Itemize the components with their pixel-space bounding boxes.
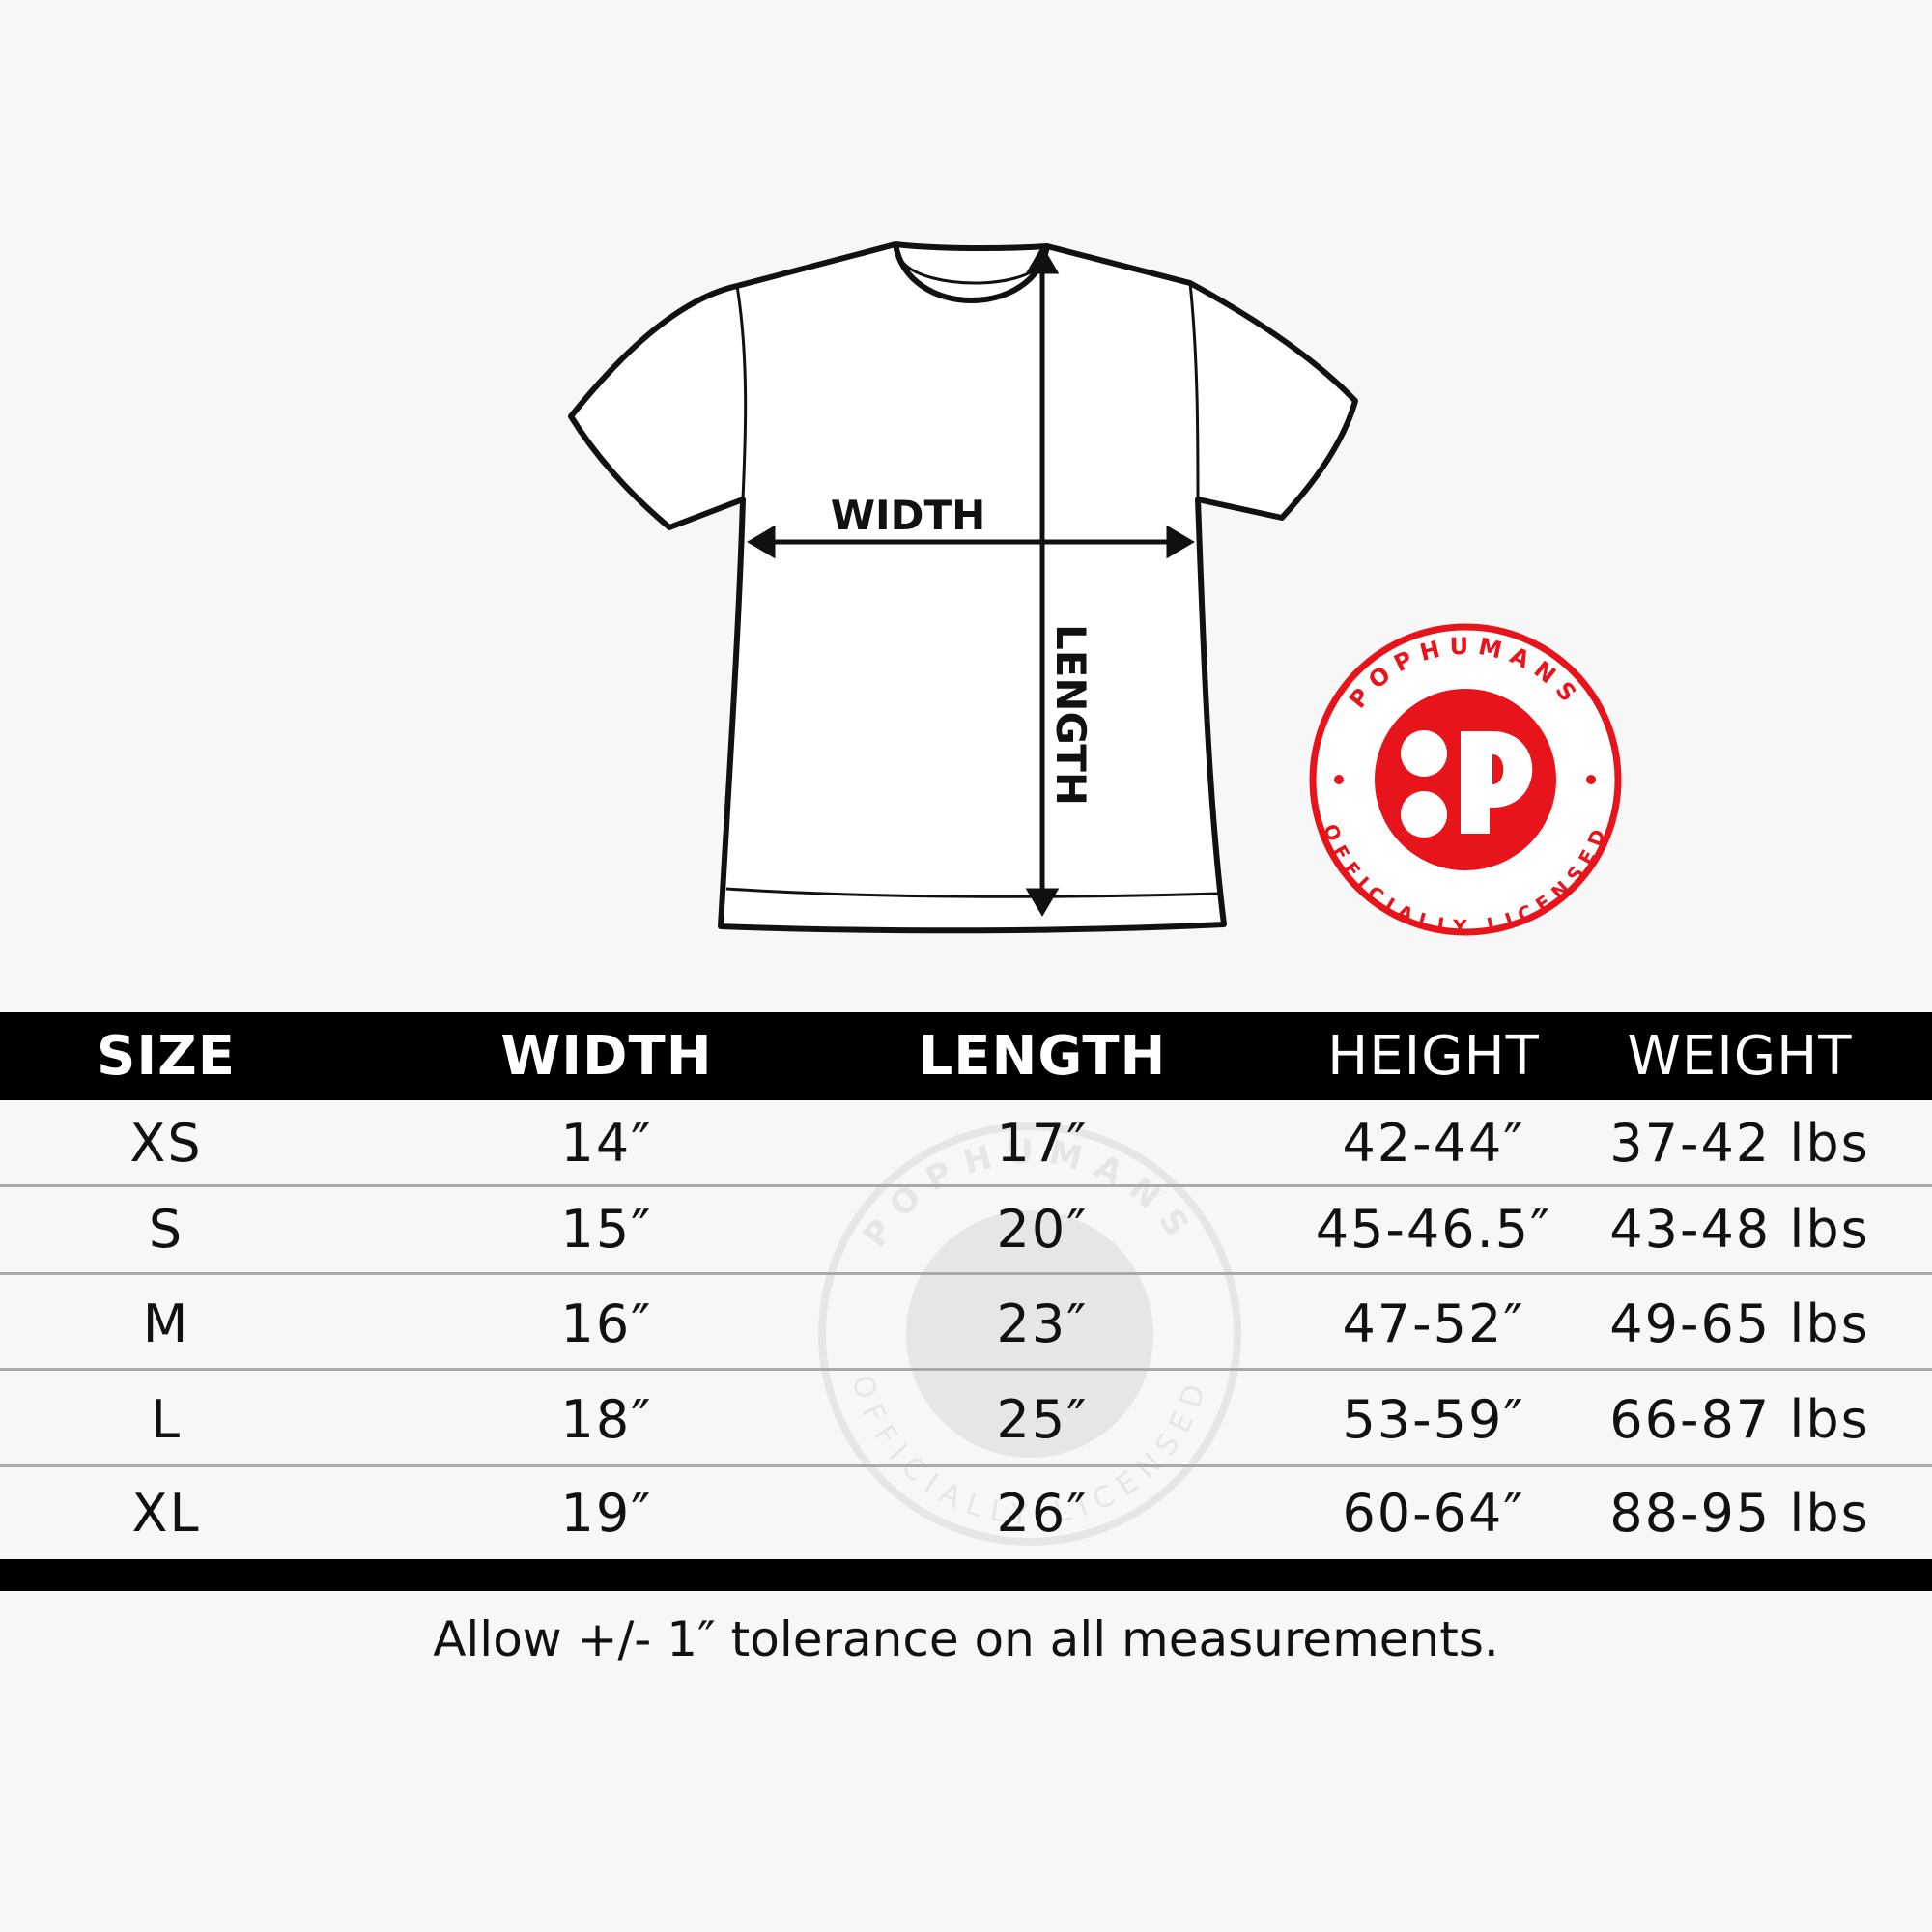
length-label: LENGTH — [1047, 624, 1094, 806]
cell-weight: 88-95 lbs — [1609, 1483, 1870, 1544]
width-arrow — [747, 525, 1195, 559]
cell-height: 60-64″ — [1342, 1483, 1525, 1544]
header-weight: WEIGHT — [1627, 1025, 1853, 1088]
cell-weight: 43-48 lbs — [1609, 1199, 1870, 1260]
cell-width: 14″ — [560, 1113, 653, 1174]
row-divider — [0, 1368, 1932, 1371]
row-divider — [0, 1464, 1932, 1467]
row-divider — [0, 1184, 1932, 1187]
header-size: SIZE — [96, 1025, 237, 1088]
cell-length: 25″ — [996, 1389, 1089, 1450]
length-arrow — [1025, 245, 1060, 917]
cell-length: 17″ — [996, 1113, 1089, 1174]
row-divider — [0, 1272, 1932, 1275]
cell-height: 47-52″ — [1342, 1293, 1525, 1354]
tshirt-outline — [568, 242, 1358, 934]
cell-length: 20″ — [996, 1199, 1089, 1260]
pophumans-logo: POPHUMANS OFFICIALLY LICENSED — [1309, 623, 1622, 939]
cell-size: XS — [129, 1113, 203, 1174]
cell-size: S — [148, 1199, 185, 1260]
cell-height: 42-44″ — [1342, 1113, 1525, 1174]
cell-width: 16″ — [560, 1293, 653, 1354]
cell-width: 15″ — [560, 1199, 653, 1260]
cell-length: 26″ — [996, 1483, 1089, 1544]
cell-size: M — [142, 1293, 190, 1354]
cell-weight: 66-87 lbs — [1609, 1389, 1870, 1450]
header-height: HEIGHT — [1327, 1025, 1540, 1088]
cell-length: 23″ — [996, 1293, 1089, 1354]
header-width: WIDTH — [500, 1025, 713, 1088]
tolerance-note: Allow +/- 1″ tolerance on all measuremen… — [433, 1611, 1499, 1667]
header-length: LENGTH — [918, 1025, 1167, 1088]
cell-height: 53-59″ — [1342, 1389, 1525, 1450]
cell-weight: 37-42 lbs — [1609, 1113, 1870, 1174]
cell-weight: 49-65 lbs — [1609, 1293, 1870, 1354]
cell-width: 19″ — [560, 1483, 653, 1544]
table-header-bar — [0, 1012, 1932, 1100]
table-bottom-bar — [0, 1559, 1932, 1591]
cell-height: 45-46.5″ — [1315, 1199, 1552, 1260]
cell-size: L — [150, 1389, 183, 1450]
width-label: WIDTH — [831, 492, 986, 539]
cell-width: 18″ — [560, 1389, 653, 1450]
cell-size: XL — [131, 1483, 201, 1544]
